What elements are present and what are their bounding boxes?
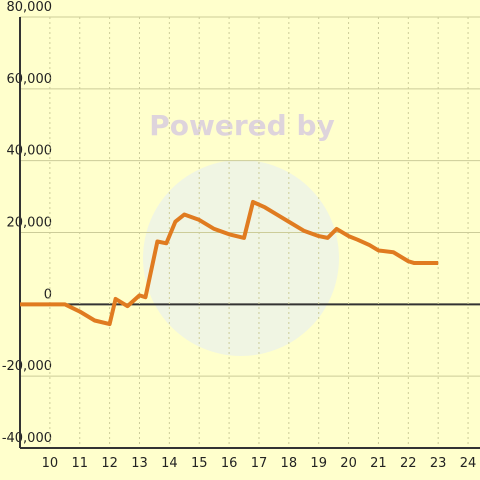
x-tick-label: 20: [340, 456, 357, 471]
x-tick-label: 13: [131, 456, 148, 471]
x-tick-label: 14: [161, 456, 178, 471]
x-tick-label: 12: [101, 456, 118, 471]
x-tick-label: 10: [42, 456, 59, 471]
x-tick-label: 21: [370, 456, 387, 471]
y-tick-label: 0: [44, 287, 52, 302]
y-tick-label: 80,000: [7, 0, 53, 15]
watermark: Powered by: [149, 109, 335, 142]
x-tick-label: 19: [310, 456, 327, 471]
watermark-circle: [143, 160, 339, 356]
x-tick-label: 15: [191, 456, 208, 471]
x-tick-label: 11: [71, 456, 88, 471]
x-tick-label: 17: [251, 456, 268, 471]
y-tick-label: -20,000: [2, 359, 52, 374]
y-tick-label: 20,000: [7, 216, 53, 231]
x-tick-label: 24: [460, 456, 477, 471]
x-tick-label: 22: [400, 456, 417, 471]
y-tick-label: -40,000: [2, 431, 52, 446]
x-tick-label: 18: [281, 456, 298, 471]
y-tick-label: 40,000: [7, 144, 53, 159]
x-tick-label: 16: [221, 456, 238, 471]
x-tick-label: 23: [430, 456, 447, 471]
y-tick-label: 60,000: [7, 72, 53, 87]
line: [20, 199, 439, 327]
